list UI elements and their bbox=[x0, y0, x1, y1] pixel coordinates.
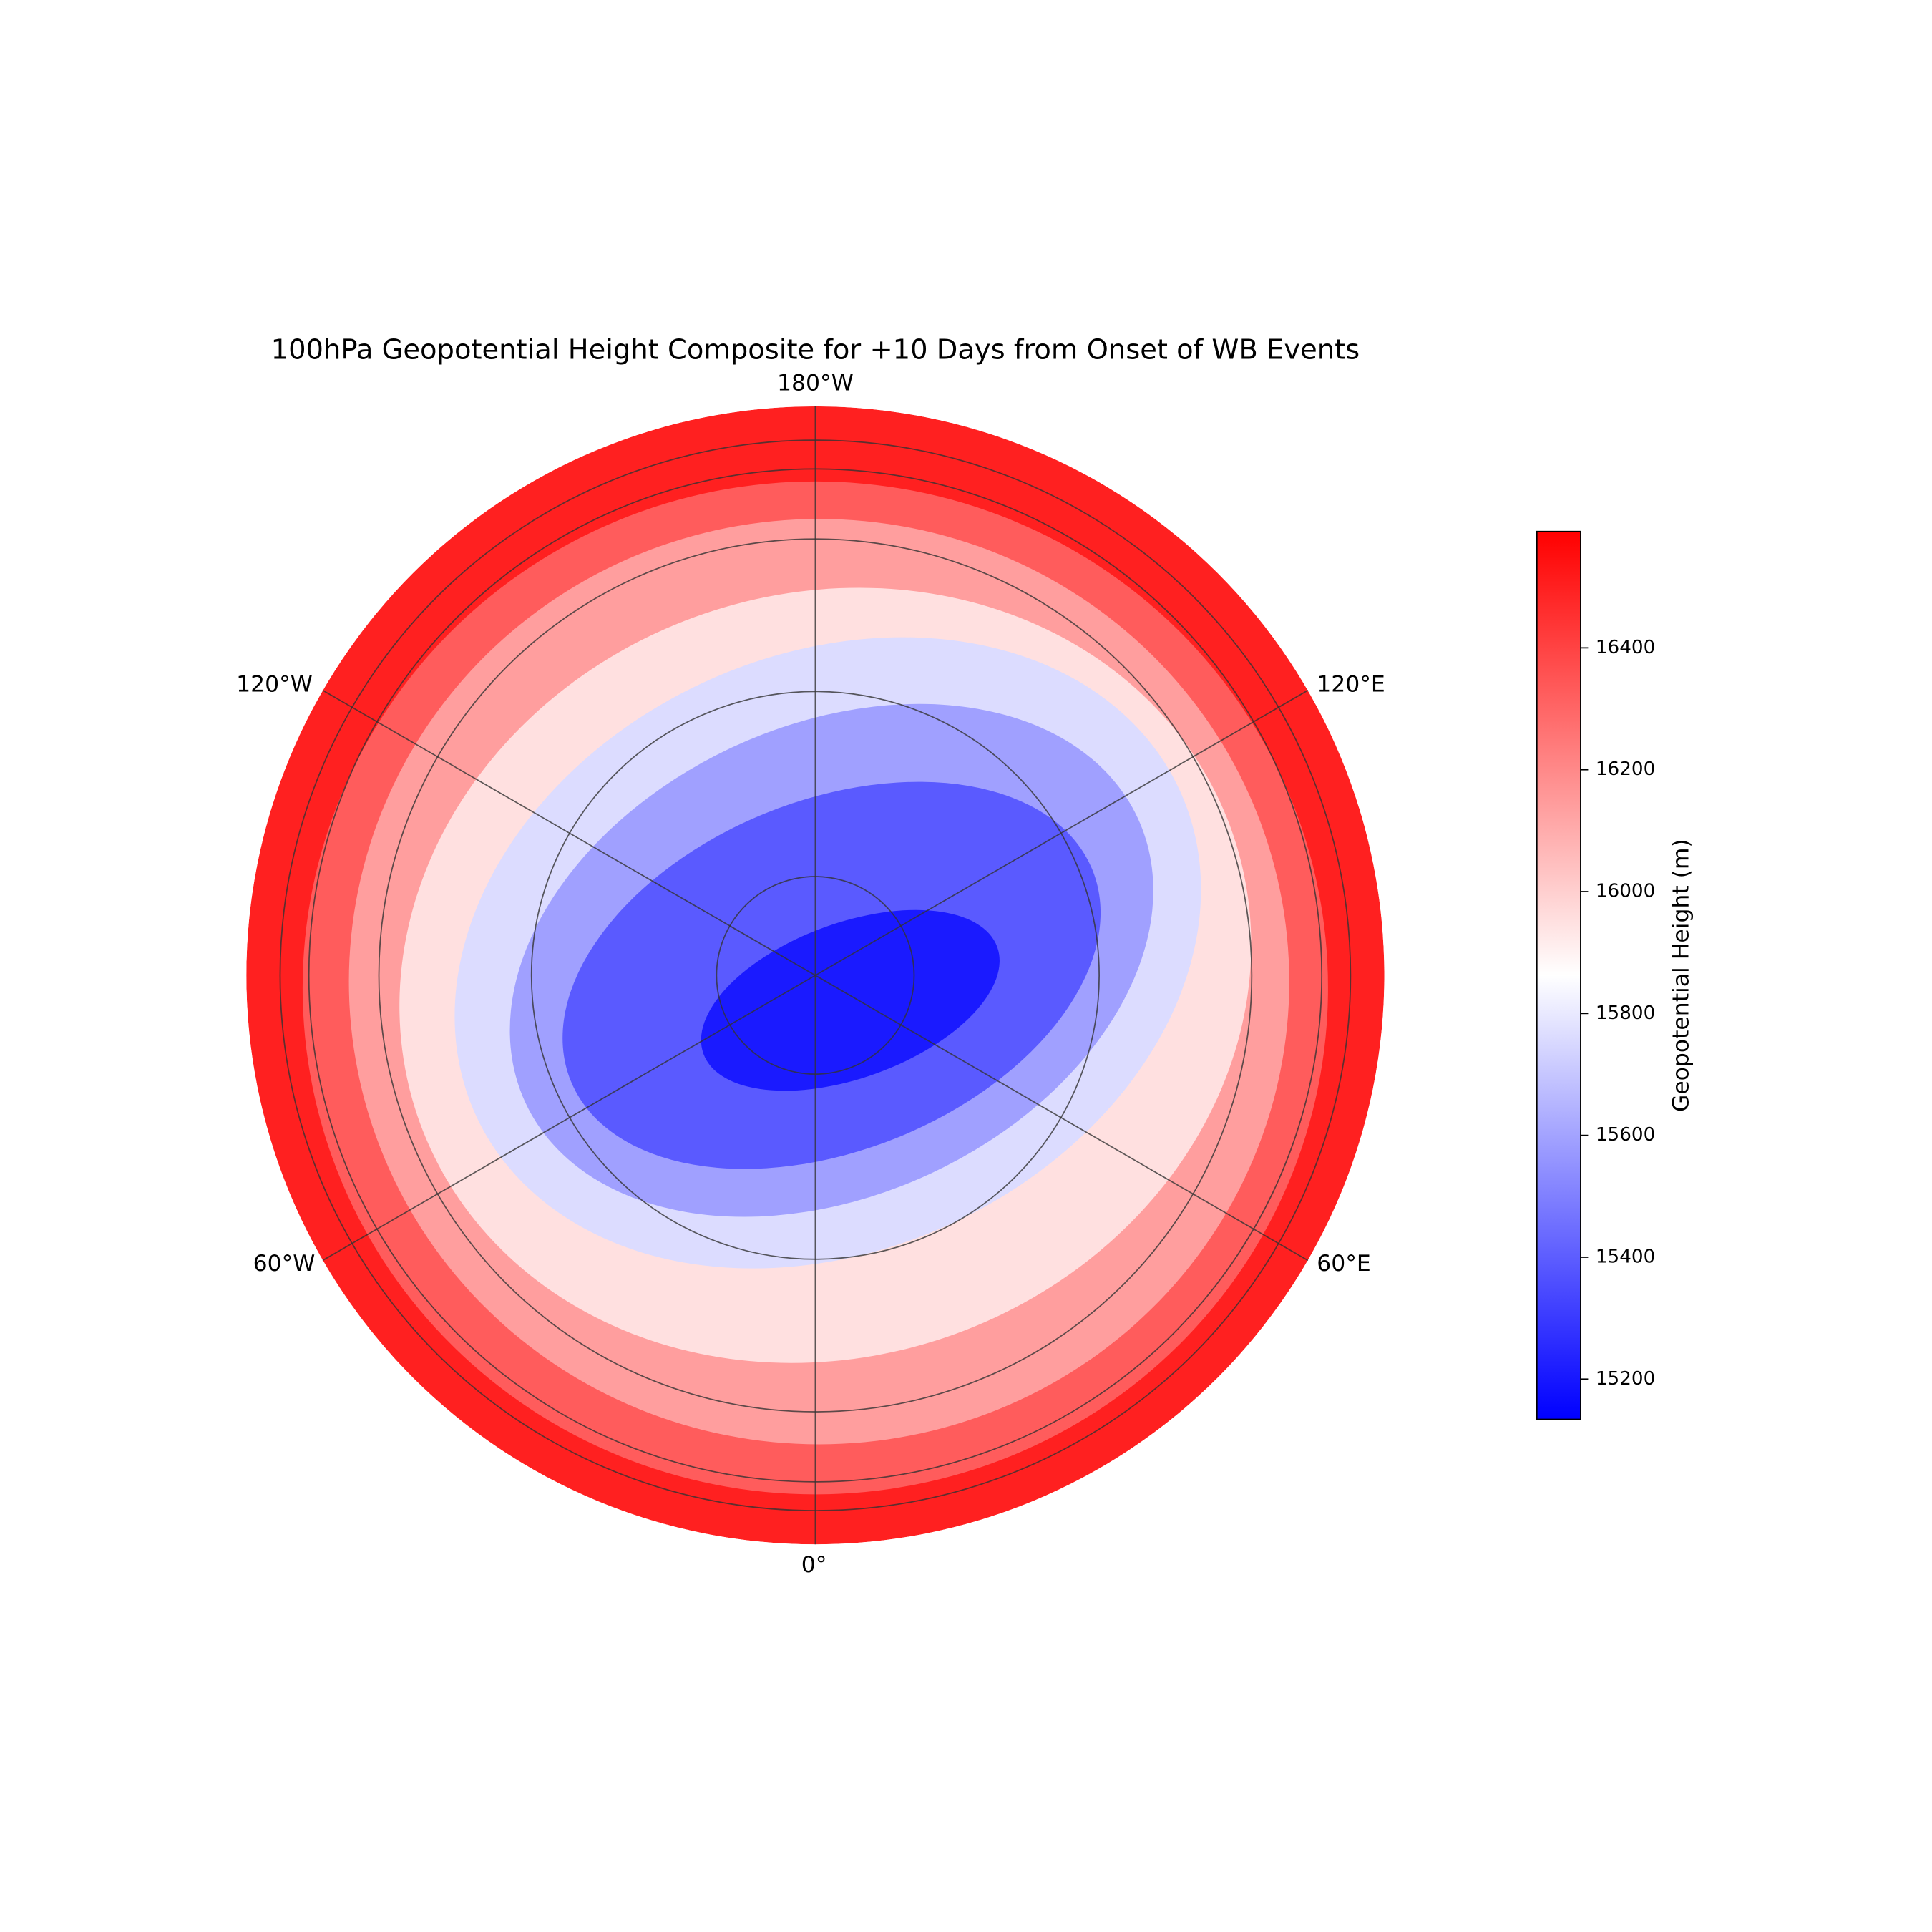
colorbar-tick-label: 15800 bbox=[1596, 1002, 1655, 1024]
contour-band bbox=[701, 909, 1000, 1091]
colorbar-tick-label: 16000 bbox=[1596, 881, 1655, 902]
longitude-label: 60°E bbox=[1317, 1251, 1371, 1277]
colorbar-ticks: 15200 15400 15600 15800 16000 16200 16400 bbox=[1580, 637, 1655, 1390]
longitude-label: 120°E bbox=[1317, 672, 1385, 698]
longitude-label: 120°W bbox=[236, 672, 313, 698]
graticule bbox=[279, 406, 1352, 1545]
chart-title: 100hPa Geopotential Height Composite for… bbox=[271, 334, 1360, 366]
longitude-label: 0° bbox=[801, 1552, 827, 1578]
colorbar-label: Geopotential Height (m) bbox=[1668, 839, 1694, 1112]
colorbar-tick-label: 15200 bbox=[1596, 1368, 1655, 1390]
colorbar-tick-label: 15600 bbox=[1596, 1124, 1655, 1146]
colorbar-tick-label: 16200 bbox=[1596, 758, 1655, 780]
longitude-label: 180°W bbox=[777, 371, 854, 396]
longitude-labels: 180°W 120°E 60°E 0° 60°W 120°W bbox=[236, 371, 1385, 1578]
meridian bbox=[322, 689, 1309, 1262]
map-fill bbox=[246, 406, 1385, 1545]
colorbar-tick-label: 16400 bbox=[1596, 637, 1655, 658]
colorbar bbox=[1536, 530, 1581, 1420]
longitude-label: 60°W bbox=[253, 1251, 316, 1277]
colorbar-tick-label: 15400 bbox=[1596, 1246, 1655, 1267]
